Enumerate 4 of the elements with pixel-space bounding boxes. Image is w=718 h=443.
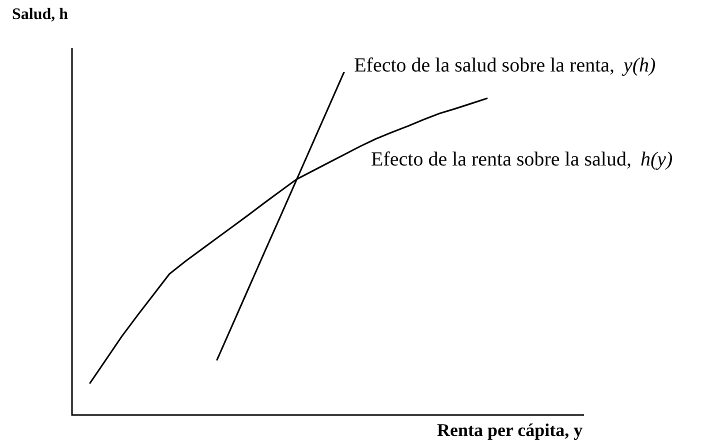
series-label: Efecto de la renta sobre la salud, h(y) — [371, 148, 673, 171]
series-label: Efecto de la salud sobre la renta, y(h) — [354, 54, 656, 76]
x-axis-title: Renta per cápita, y — [437, 420, 583, 441]
y-axis-title: Salud, h — [12, 6, 68, 24]
